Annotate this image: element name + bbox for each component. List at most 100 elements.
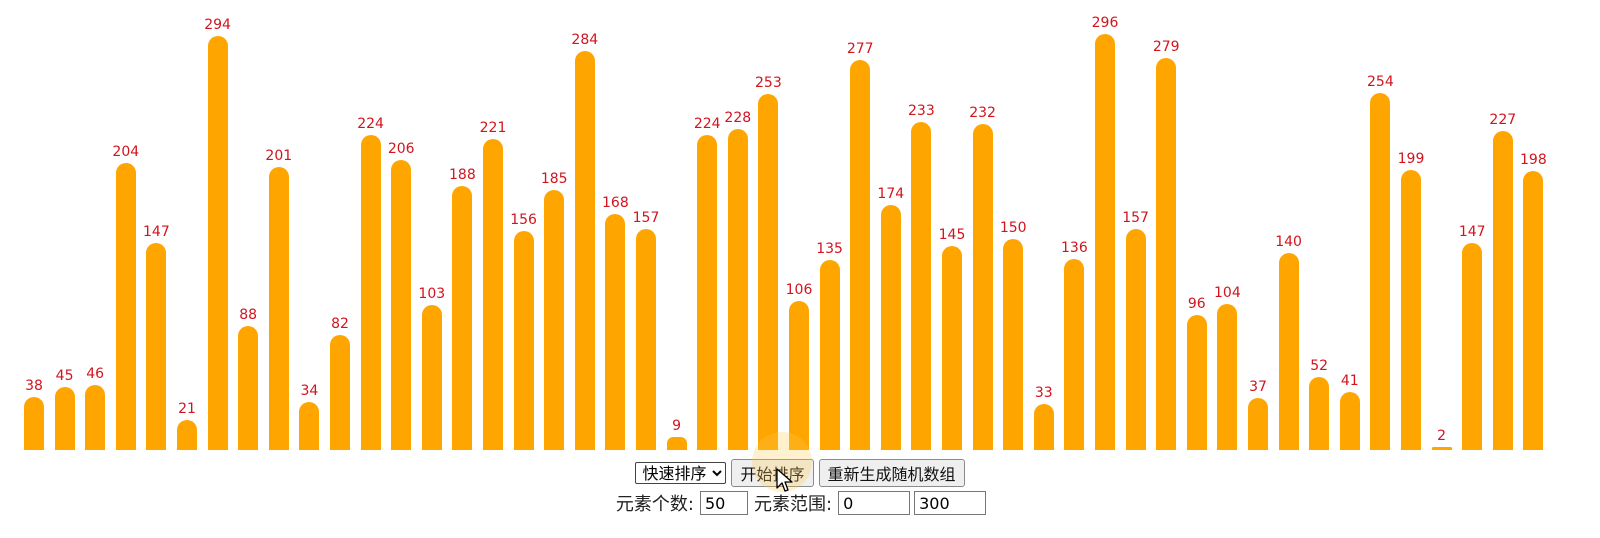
bar-value-label: 232 — [969, 104, 996, 121]
bar-value-label: 37 — [1249, 378, 1267, 395]
chart-bar — [1248, 397, 1268, 450]
bar-value-label: 198 — [1520, 152, 1547, 169]
chart-bar — [850, 60, 871, 450]
bar-value-label: 135 — [816, 241, 843, 258]
bar-value-label: 254 — [1367, 73, 1394, 90]
chart-bar — [1278, 253, 1299, 450]
chart-bar — [1523, 171, 1544, 450]
bar-value-label: 147 — [143, 224, 170, 241]
bar-value-label: 185 — [540, 170, 568, 187]
bar-value-label: 227 — [1489, 111, 1517, 128]
bar-value-label: 199 — [1397, 151, 1425, 168]
chart-bar — [1401, 170, 1421, 450]
bar-value-label: 284 — [571, 31, 599, 48]
bar-value-label: 41 — [1340, 373, 1359, 390]
bar-chart: 38 45 46 204 147 21 294 88 201 34 82 224 206 103 188 22… — [24, 15, 1547, 450]
chart-bar — [1186, 314, 1207, 450]
bar-value-label: 174 — [877, 186, 905, 203]
chart-bar — [452, 185, 473, 450]
bar-value-label: 52 — [1310, 357, 1329, 374]
count-input[interactable] — [700, 491, 748, 515]
range-min-input[interactable] — [838, 491, 911, 515]
bar-value-label: 104 — [1214, 284, 1241, 301]
chart-bar — [1095, 33, 1115, 450]
chart-bar — [391, 160, 412, 450]
bar-value-label: 279 — [1152, 38, 1180, 55]
chart-bar — [299, 402, 320, 450]
chart-bar — [207, 36, 228, 450]
chart-bar — [605, 213, 626, 450]
chart-bar — [1064, 258, 1085, 450]
count-label: 元素个数: — [615, 494, 694, 515]
chart-bar — [574, 50, 595, 450]
chart-bar — [972, 123, 993, 450]
chart-bar — [727, 129, 748, 450]
regenerate-array-button[interactable]: 重新生成随机数组 — [818, 459, 965, 487]
bar-value-label: 157 — [1122, 210, 1149, 227]
bar-value-label: 206 — [387, 141, 415, 158]
chart-bar — [513, 230, 534, 450]
bar-value-label: 88 — [239, 307, 258, 324]
bar-value-label: 168 — [602, 194, 629, 211]
chart-bar — [330, 334, 350, 450]
bar-value-label: 253 — [755, 75, 782, 92]
bar-value-label: 294 — [204, 17, 231, 34]
start-sort-button[interactable]: 开始排序 — [731, 459, 814, 487]
chart-bar — [819, 260, 840, 450]
chart-bar — [238, 326, 259, 450]
chart-bar — [666, 437, 687, 450]
bar-value-label: 21 — [178, 401, 196, 418]
algorithm-select[interactable]: 快速排序 — [635, 462, 727, 484]
bar-value-label: 147 — [1458, 224, 1486, 241]
bar-value-label: 2 — [1437, 428, 1447, 445]
chart-bar — [1309, 376, 1330, 450]
bar-value-label: 224 — [693, 115, 721, 132]
chart-bar — [1033, 403, 1054, 450]
bar-value-label: 82 — [331, 315, 349, 332]
chart-bar — [54, 386, 75, 450]
chart-bar — [789, 300, 809, 450]
chart-bar — [1156, 57, 1177, 450]
chart-bar — [1003, 239, 1024, 450]
bar-value-label: 106 — [785, 281, 813, 298]
array-settings: 元素个数: 元素范围: — [0, 488, 1600, 518]
chart-bar — [636, 229, 656, 450]
bar-value-label: 228 — [724, 110, 752, 127]
chart-bar — [1217, 303, 1238, 450]
bar-value-label: 103 — [418, 286, 446, 303]
sort-controls: 快速排序 开始排序 重新生成随机数组 — [0, 459, 1600, 487]
chart-bar — [1370, 92, 1391, 450]
range-label: 元素范围: — [754, 494, 833, 515]
chart-bar — [942, 246, 962, 450]
bar-value-label: 204 — [112, 144, 140, 161]
bar-value-label: 156 — [510, 211, 537, 228]
chart-bar — [758, 94, 779, 450]
chart-bar — [1492, 130, 1513, 450]
bar-value-label: 45 — [55, 367, 74, 384]
bar-value-label: 46 — [86, 366, 105, 383]
bar-value-label: 140 — [1275, 234, 1302, 251]
bar-value-label: 277 — [846, 41, 874, 58]
bar-value-label: 33 — [1034, 384, 1053, 401]
bar-value-label: 38 — [25, 377, 43, 394]
bar-value-label: 136 — [1061, 239, 1088, 256]
chart-bar — [697, 134, 718, 450]
bar-value-label: 188 — [449, 166, 476, 183]
chart-bar — [85, 385, 106, 450]
chart-bar — [268, 167, 289, 450]
chart-bar — [177, 420, 197, 450]
bar-value-label: 221 — [479, 120, 507, 137]
bar-value-label: 224 — [357, 115, 384, 132]
bar-value-label: 233 — [908, 103, 935, 120]
chart-bar — [1339, 392, 1360, 450]
chart-bar — [1462, 243, 1483, 450]
chart-bar — [911, 122, 932, 450]
chart-bar — [421, 305, 442, 450]
chart-bar — [24, 396, 44, 450]
bar-value-label: 96 — [1187, 295, 1206, 312]
chart-bar — [1431, 447, 1452, 450]
range-max-input[interactable] — [914, 491, 987, 515]
chart-bar — [880, 205, 901, 450]
bar-value-label: 145 — [938, 227, 966, 244]
bar-value-label: 201 — [265, 148, 293, 165]
